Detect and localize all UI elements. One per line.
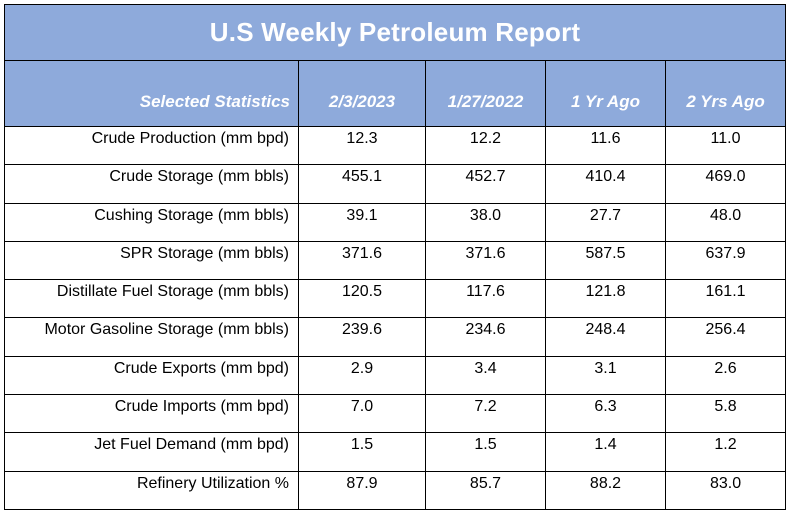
- row-value: 1.5: [425, 432, 546, 472]
- table-row: SPR Storage (mm bbls) 371.6 371.6 587.5 637.…: [4, 240, 787, 281]
- row-value: 117.6: [425, 279, 546, 319]
- row-label: Crude Exports (mm bpd): [4, 355, 299, 396]
- row-value: 1.2: [664, 432, 787, 472]
- row-value: 5.8: [664, 394, 787, 434]
- row-value: 121.8: [545, 279, 666, 319]
- row-value: 87.9: [298, 470, 426, 510]
- table-row: Cushing Storage (mm bbls) 39.1 38.0 27.7 48.…: [4, 202, 787, 242]
- row-label: Motor Gasoline Storage (mm bbls): [4, 317, 299, 357]
- table-body: Crude Production (mm bpd) 12.3 12.2 11.6 11.…: [4, 125, 787, 510]
- row-value: 85.7: [425, 470, 546, 510]
- row-value: 3.1: [545, 355, 666, 396]
- row-value: 455.1: [298, 164, 426, 204]
- row-value: 371.6: [425, 240, 546, 281]
- row-value: 256.4: [664, 317, 787, 357]
- row-value: 234.6: [425, 317, 546, 357]
- row-value: 83.0: [664, 470, 787, 510]
- table-row: Crude Storage (mm bbls) 455.1 452.7 410.4 46…: [4, 164, 787, 204]
- row-value: 11.0: [664, 125, 787, 166]
- row-value: 7.0: [298, 394, 426, 434]
- row-value: 120.5: [298, 279, 426, 319]
- row-value: 27.7: [545, 202, 666, 242]
- row-label: Jet Fuel Demand (mm bpd): [4, 432, 299, 472]
- row-value: 88.2: [545, 470, 666, 510]
- table-row: Jet Fuel Demand (mm bpd) 1.5 1.5 1.4 1.2: [4, 432, 787, 472]
- row-value: 469.0: [664, 164, 787, 204]
- row-label: Cushing Storage (mm bbls): [4, 202, 299, 242]
- row-value: 7.2: [425, 394, 546, 434]
- column-header-selected-statistics: Selected Statistics: [4, 60, 299, 127]
- row-value: 1.5: [298, 432, 426, 472]
- row-label: Crude Imports (mm bpd): [4, 394, 299, 434]
- row-value: 6.3: [545, 394, 666, 434]
- row-label: Crude Production (mm bpd): [4, 125, 299, 166]
- table-row: Crude Exports (mm bpd) 2.9 3.4 3.1 2.6: [4, 355, 787, 396]
- row-label: Refinery Utilization %: [4, 470, 299, 510]
- row-value: 371.6: [298, 240, 426, 281]
- row-value: 161.1: [664, 279, 787, 319]
- row-value: 587.5: [545, 240, 666, 281]
- row-label: Crude Storage (mm bbls): [4, 164, 299, 204]
- row-label: SPR Storage (mm bbls): [4, 240, 299, 281]
- row-value: 48.0: [664, 202, 787, 242]
- row-value: 239.6: [298, 317, 426, 357]
- row-value: 637.9: [664, 240, 787, 281]
- row-value: 248.4: [545, 317, 666, 357]
- column-header-1-yr-ago: 1 Yr Ago: [545, 60, 666, 127]
- report-title: U.S Weekly Petroleum Report: [3, 4, 787, 61]
- row-value: 452.7: [425, 164, 546, 204]
- row-value: 1.4: [545, 432, 666, 472]
- row-value: 2.9: [298, 355, 426, 396]
- row-label: Distillate Fuel Storage (mm bbls): [4, 279, 299, 319]
- row-value: 3.4: [425, 355, 546, 396]
- row-value: 39.1: [298, 202, 426, 242]
- table-row: Distillate Fuel Storage (mm bbls) 120.5 11…: [4, 279, 787, 319]
- row-value: 12.3: [298, 125, 426, 166]
- column-header-2-yrs-ago: 2 Yrs Ago: [664, 60, 787, 127]
- row-value: 410.4: [545, 164, 666, 204]
- row-value: 12.2: [425, 125, 546, 166]
- row-value: 11.6: [545, 125, 666, 166]
- table-row: Crude Production (mm bpd) 12.3 12.2 11.6 11.…: [4, 125, 787, 166]
- petroleum-report-table: U.S Weekly Petroleum Report Selected Sta…: [3, 4, 787, 510]
- column-header-row: Selected Statistics 2/3/2023 1/27/2022 1…: [4, 60, 787, 127]
- table-row: Refinery Utilization % 87.9 85.7 88.2 83.0: [4, 470, 787, 510]
- table-row: Motor Gasoline Storage (mm bbls) 239.6 234…: [4, 317, 787, 357]
- row-value: 2.6: [664, 355, 787, 396]
- column-header-date-prior: 1/27/2022: [425, 60, 546, 127]
- row-value: 38.0: [425, 202, 546, 242]
- table-row: Crude Imports (mm bpd) 7.0 7.2 6.3 5.8: [4, 394, 787, 434]
- column-header-date-current: 2/3/2023: [298, 60, 426, 127]
